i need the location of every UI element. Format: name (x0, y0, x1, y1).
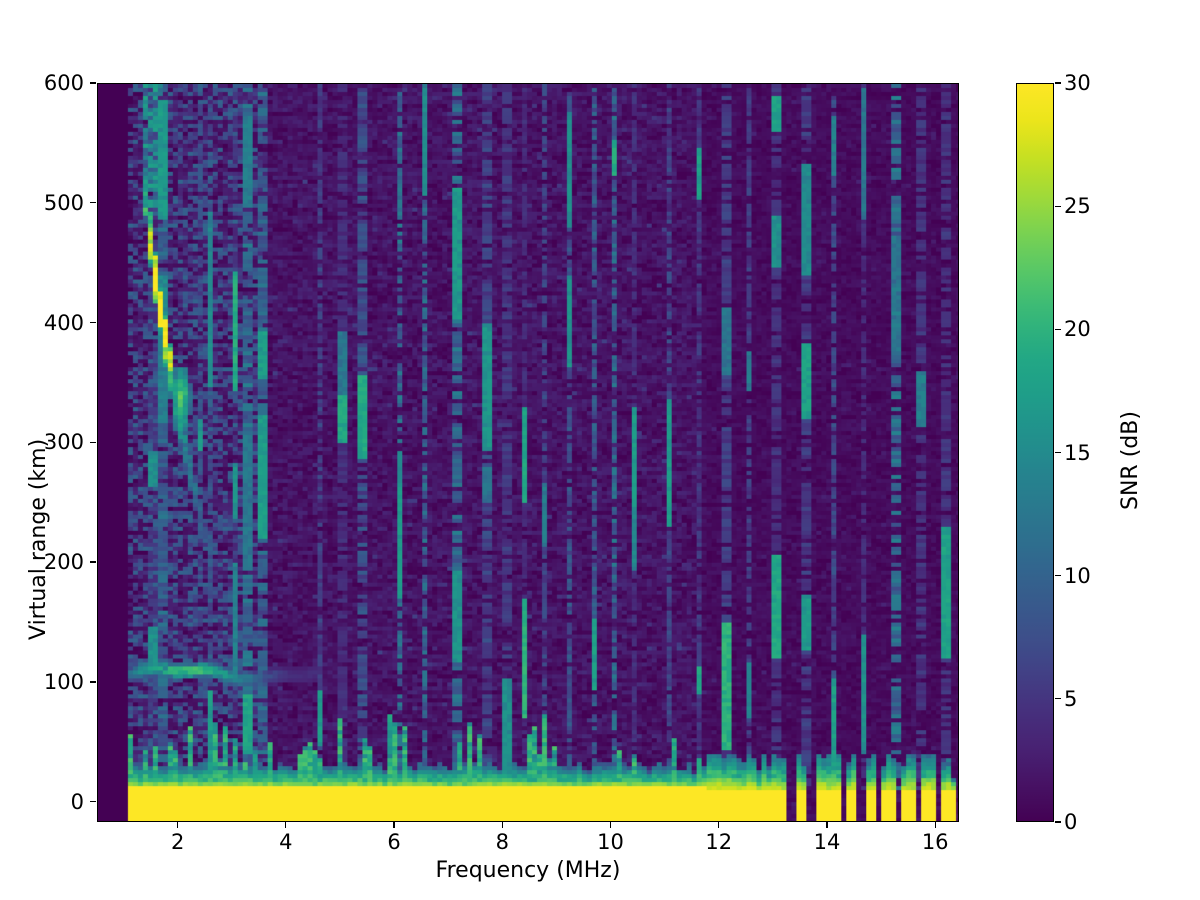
y-tick-label: 0 (70, 789, 84, 814)
y-tick (90, 321, 96, 324)
x-tick (826, 822, 828, 828)
x-tick-label: 6 (387, 830, 401, 854)
x-tick (176, 822, 179, 828)
y-axis-label: Virtual range (km) (26, 438, 51, 640)
y-tick (90, 561, 96, 563)
colorbar-tick (1055, 821, 1061, 823)
x-tick-label: 8 (495, 830, 509, 854)
y-tick (90, 681, 96, 683)
x-tick-label: 14 (813, 830, 841, 854)
y-tick-label: 600 (43, 71, 84, 95)
colorbar-tick (1055, 82, 1061, 84)
x-tick (609, 822, 612, 828)
y-tick-label: 100 (43, 669, 84, 694)
y-tick-label: 200 (43, 550, 84, 575)
colorbar-tick-label: 0 (1064, 810, 1078, 834)
x-tick-label: 2 (170, 830, 185, 854)
colorbar-tick (1055, 205, 1061, 207)
colorbar-tick-label: 10 (1064, 563, 1091, 588)
colorbar-tick (1055, 328, 1061, 330)
colorbar-tick-label: 30 (1064, 71, 1091, 95)
colorbar-label: SNR (dB) (1118, 411, 1143, 510)
y-tick-label: 500 (43, 190, 84, 215)
x-tick-label: 12 (705, 830, 733, 854)
colorbar-tick-label: 25 (1064, 194, 1091, 219)
colorbar-tick (1055, 575, 1061, 577)
x-tick-label: 10 (597, 830, 624, 854)
y-tick (90, 202, 96, 204)
y-tick (90, 441, 96, 443)
x-tick (285, 822, 287, 828)
x-tick-label: 4 (279, 830, 293, 854)
x-tick (934, 822, 936, 828)
colorbar-tick (1055, 451, 1061, 454)
colorbar[interactable] (1016, 83, 1054, 822)
x-tick (718, 822, 720, 828)
colorbar-tick-label: 5 (1064, 686, 1078, 711)
colorbar-tick (1055, 698, 1061, 700)
y-tick (90, 800, 96, 803)
ionogram-plot-area[interactable] (97, 83, 959, 822)
x-axis-label: Frequency (MHz) (435, 858, 621, 883)
y-tick-label: 300 (43, 430, 84, 455)
colorbar-tick-label: 20 (1064, 317, 1091, 342)
x-tick-label: 16 (921, 830, 949, 854)
x-tick (393, 822, 395, 828)
x-tick (501, 822, 503, 828)
colorbar-tick-label: 15 (1064, 440, 1091, 465)
ionogram-heatmap-canvas (98, 84, 958, 821)
y-tick-label: 400 (43, 310, 84, 335)
y-tick (90, 82, 96, 84)
colorbar-gradient (1017, 84, 1053, 821)
